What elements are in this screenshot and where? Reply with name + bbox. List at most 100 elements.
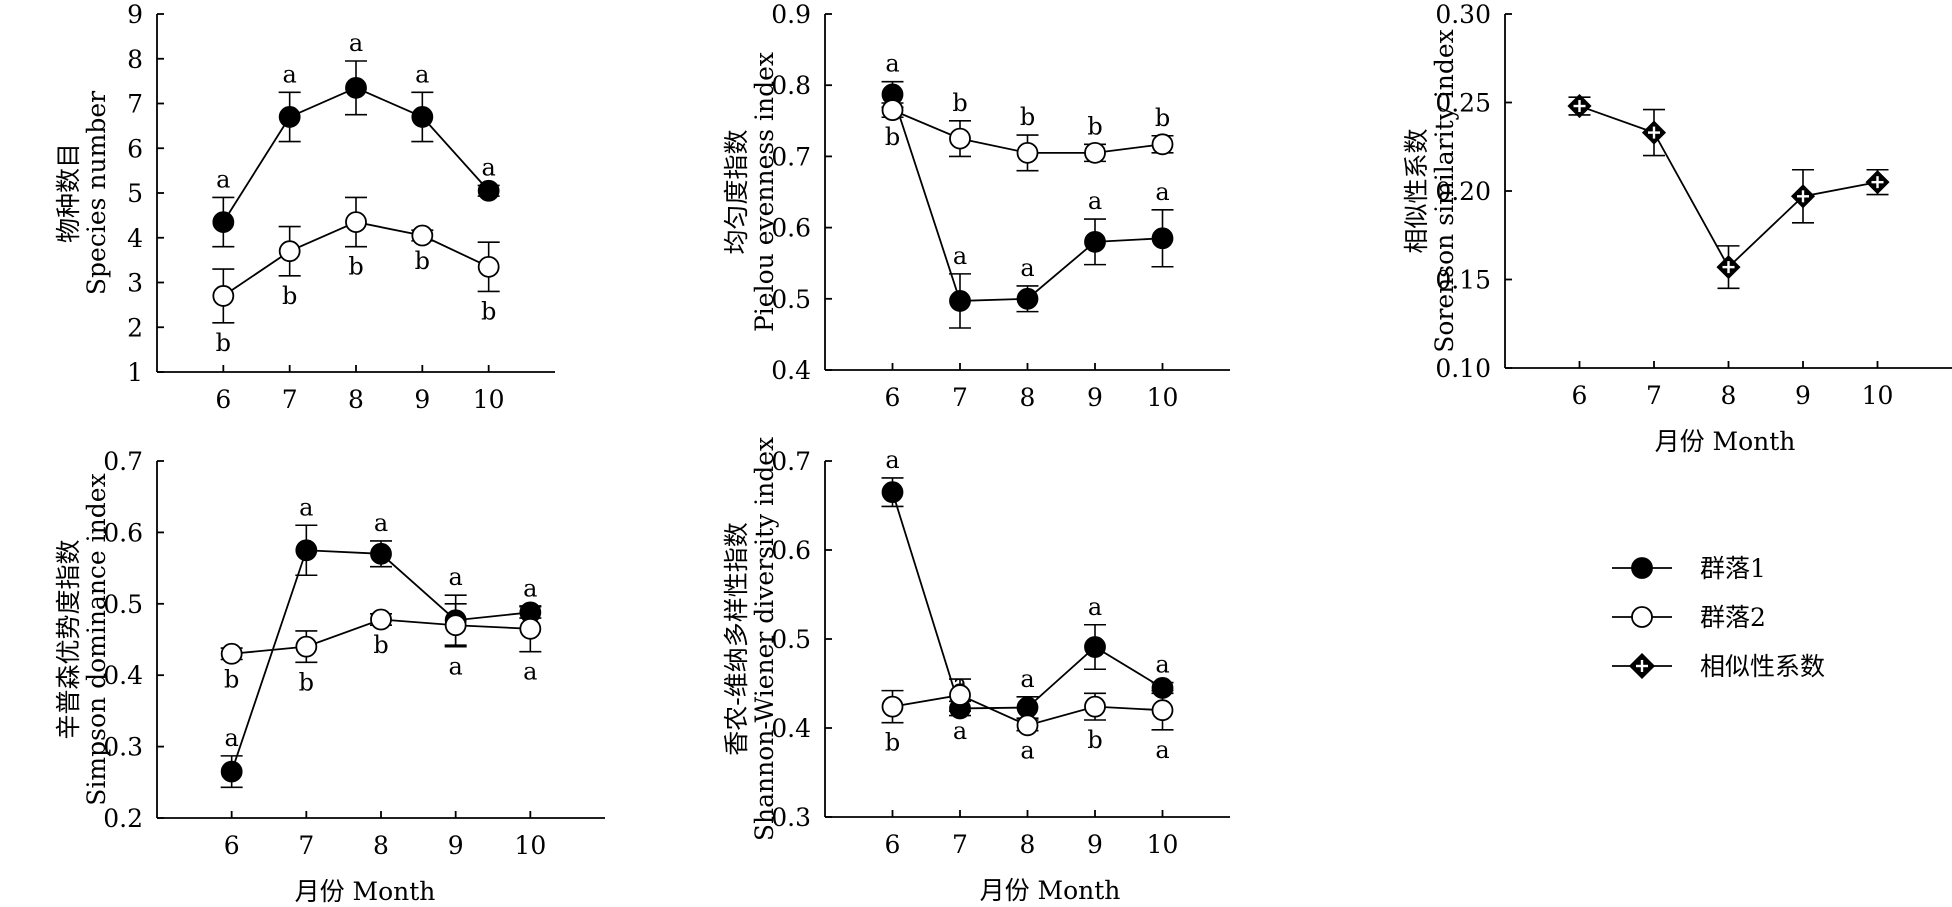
data-point: [295, 539, 318, 562]
significance-label: b: [1087, 112, 1102, 140]
series-similarity: [1567, 93, 1890, 290]
legend-item-community2: 群落2: [1612, 603, 1766, 632]
y-tick-label: 0.7: [103, 447, 143, 476]
data-point: [881, 695, 904, 718]
y-tick-label: 0.25: [1435, 89, 1491, 118]
y-tick-label: 0.5: [771, 285, 811, 314]
y-axis-label-cn: 相似性系数: [1402, 128, 1431, 253]
y-axis-label-cn: 物种数目: [54, 143, 83, 243]
data-point: [444, 614, 467, 637]
y-axis-label-cn: 均匀度指数: [722, 129, 751, 254]
significance-label: a: [885, 50, 899, 78]
data-point: [1151, 699, 1174, 722]
y-tick-label: 0.9: [771, 0, 811, 29]
y-tick-label: 4: [127, 224, 143, 253]
significance-label: a: [885, 446, 899, 474]
y-tick-label: 0.6: [771, 536, 811, 565]
significance-label: b: [885, 729, 900, 757]
significance-label: a: [953, 717, 967, 745]
significance-label: a: [349, 29, 363, 57]
data-point: [1790, 184, 1816, 209]
y-tick-label: 0.3: [771, 803, 811, 832]
x-tick-label: 7: [298, 831, 314, 860]
significance-label: a: [415, 60, 429, 88]
series-community1: a a a a a: [212, 29, 500, 248]
panel-simpson: 0.2 0.3 0.4 0.5 0.6 0.7 6 7 8 9 10 辛普森优势度指数 Simpson …: [54, 447, 605, 906]
y-tick-label: 8: [127, 45, 143, 74]
legend-label-community2: 群落2: [1700, 603, 1766, 632]
data-point: [1151, 133, 1174, 156]
data-point: [881, 99, 904, 122]
legend-marker-community1: [1631, 557, 1653, 579]
data-point: [345, 211, 367, 233]
significance-label: a: [374, 509, 388, 537]
significance-label: b: [1155, 104, 1170, 132]
x-tick-label: 6: [224, 831, 240, 860]
y-tick-label: 6: [127, 134, 143, 163]
x-tick-label: 10: [514, 831, 546, 860]
data-point: [1016, 141, 1039, 164]
x-tick-label: 9: [1087, 830, 1103, 859]
data-point: [1151, 227, 1174, 250]
data-point: [949, 127, 971, 150]
data-point: [345, 76, 367, 99]
significance-label: b: [282, 282, 297, 310]
y-tick-label: 1: [127, 358, 143, 387]
data-point: [1084, 230, 1106, 253]
significance-label: a: [449, 563, 463, 591]
significance-label: a: [449, 653, 463, 681]
significance-label: a: [482, 153, 496, 181]
data-point: [949, 684, 971, 706]
significance-label: a: [953, 242, 967, 270]
x-tick-label: 9: [414, 385, 430, 414]
significance-label: a: [299, 493, 313, 521]
significance-label: a: [1155, 736, 1169, 764]
data-point: [1865, 170, 1890, 195]
data-point: [1084, 141, 1106, 164]
x-tick-label: 6: [215, 385, 231, 414]
x-tick-label: 10: [1147, 383, 1179, 412]
x-tick-label: 10: [1862, 381, 1894, 410]
y-tick-label: 0.4: [103, 661, 143, 690]
significance-label: b: [216, 329, 231, 357]
legend-label-similarity: 相似性系数: [1700, 652, 1825, 681]
x-axis-label: 月份 Month: [1655, 427, 1796, 456]
y-axis-label-en: Pielou evenness index: [750, 52, 779, 332]
y-axis-label-en: Sorenson similarity index: [1430, 29, 1459, 352]
y-tick-label: 0.4: [771, 356, 811, 385]
x-axis-label: 月份 Month: [980, 876, 1121, 905]
y-tick-label: 0.7: [771, 447, 811, 476]
significance-label: a: [216, 165, 230, 193]
data-point: [295, 635, 318, 658]
series-community2: b aa b a: [881, 678, 1174, 765]
y-axis-label-en: Shannon-Wiener diversity index: [750, 437, 779, 841]
y-tick-label: 9: [127, 0, 143, 29]
significance-label: a: [283, 60, 297, 88]
legend-label-community1: 群落1: [1700, 554, 1766, 583]
data-point: [1016, 287, 1039, 310]
data-point: [278, 240, 301, 263]
legend-item-similarity: 相似性系数: [1612, 652, 1825, 681]
y-axis-label-en: Species number: [82, 91, 111, 295]
significance-label: a: [523, 575, 537, 603]
series-community2: b b b b b: [881, 89, 1174, 172]
x-tick-label: 8: [1721, 381, 1737, 410]
data-point: [1016, 714, 1039, 737]
x-tick-label: 8: [373, 831, 389, 860]
y-tick-label: 0.6: [103, 518, 143, 547]
significance-label: b: [481, 297, 496, 325]
data-point: [278, 106, 301, 128]
y-tick-label: 0.7: [771, 142, 811, 171]
data-point: [519, 617, 542, 640]
y-tick-label: 0.4: [771, 714, 811, 743]
legend-marker-community2: [1631, 606, 1653, 628]
legend-marker-similarity: [1628, 652, 1656, 680]
data-point: [1567, 93, 1592, 119]
significance-label: a: [1155, 651, 1169, 679]
x-tick-label: 8: [1020, 830, 1036, 859]
x-tick-label: 8: [1020, 383, 1036, 412]
data-point: [212, 285, 235, 307]
legend-item-community1: 群落1: [1612, 554, 1766, 583]
